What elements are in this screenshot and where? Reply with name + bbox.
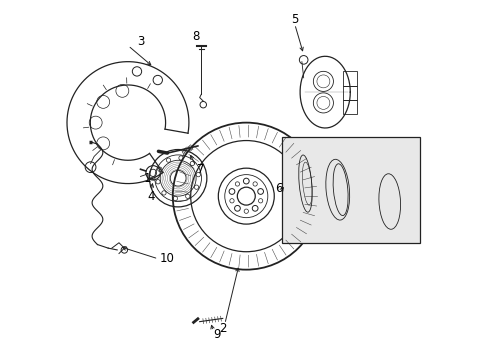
Text: 4: 4	[147, 190, 155, 203]
Text: 1: 1	[143, 172, 150, 185]
Text: 9: 9	[213, 328, 221, 341]
Text: 10: 10	[160, 252, 175, 265]
Text: 7: 7	[197, 163, 204, 176]
Bar	[343, 71, 357, 86]
Bar	[282, 137, 419, 243]
Text: 5: 5	[290, 13, 298, 26]
Text: 8: 8	[192, 30, 200, 43]
Text: 3: 3	[137, 35, 144, 49]
Text: 6: 6	[274, 183, 282, 195]
Bar	[343, 86, 357, 100]
Bar	[343, 100, 357, 114]
Text: 2: 2	[219, 321, 226, 334]
